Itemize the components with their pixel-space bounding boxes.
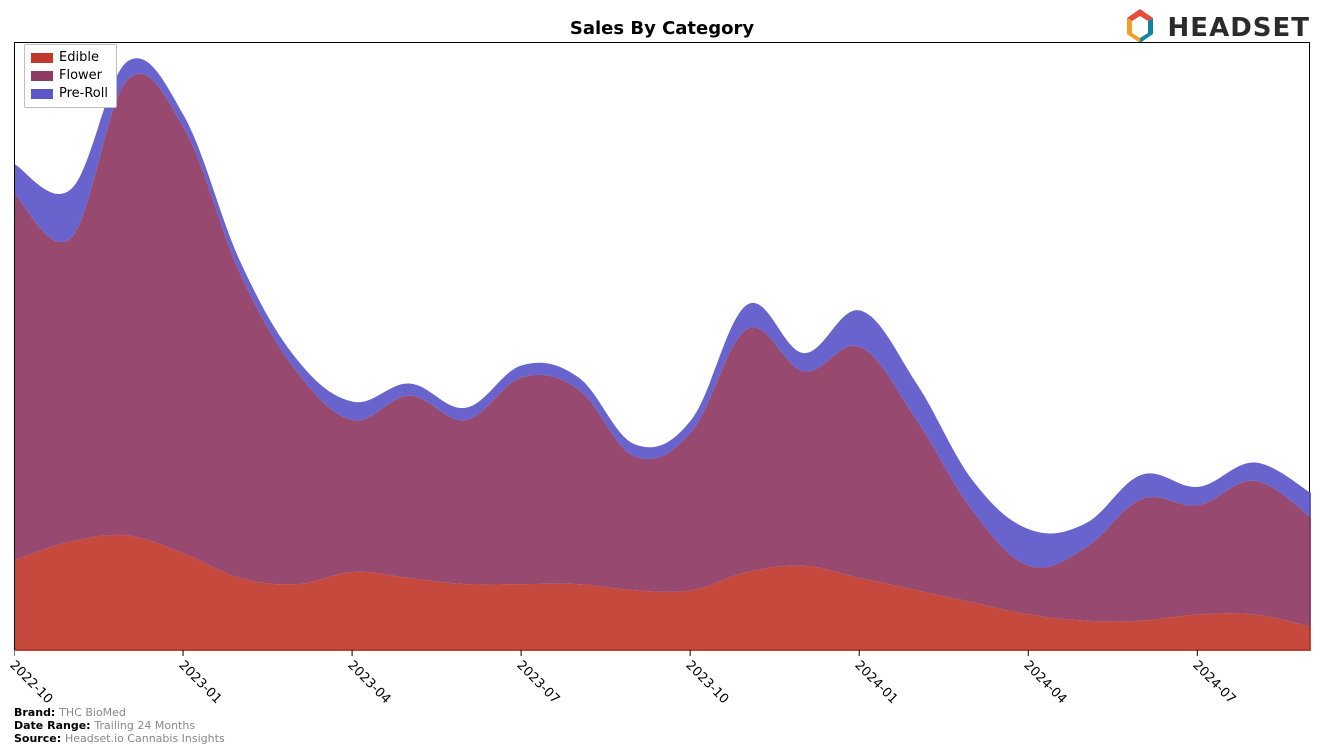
legend-item: Pre-Roll bbox=[31, 85, 108, 103]
meta-line: Brand: THC BioMed bbox=[14, 706, 225, 719]
chart-plot-area bbox=[14, 42, 1310, 650]
x-tick-label: 2023-04 bbox=[344, 658, 393, 707]
legend-label: Flower bbox=[59, 67, 102, 85]
x-tick-label: 2024-07 bbox=[1190, 658, 1239, 707]
chart-legend: Edible Flower Pre-Roll bbox=[24, 44, 117, 108]
meta-key: Source: bbox=[14, 732, 65, 744]
x-tick-label: 2023-07 bbox=[514, 658, 563, 707]
meta-value: Headset.io Cannabis Insights bbox=[65, 732, 225, 744]
legend-swatch-preroll bbox=[31, 89, 53, 99]
x-tick-label: 2024-04 bbox=[1021, 658, 1070, 707]
x-tick-label: 2023-01 bbox=[175, 658, 224, 707]
meta-key: Date Range: bbox=[14, 719, 94, 732]
area-series bbox=[15, 74, 1311, 627]
x-tick-label: 2023-10 bbox=[683, 658, 732, 707]
meta-line: Source: Headset.io Cannabis Insights bbox=[14, 732, 225, 744]
legend-item: Edible bbox=[31, 49, 108, 67]
brand-logo-text: HEADSET bbox=[1168, 13, 1310, 43]
legend-item: Flower bbox=[31, 67, 108, 85]
legend-label: Pre-Roll bbox=[59, 85, 108, 103]
area-chart-svg bbox=[15, 43, 1311, 651]
meta-value: THC BioMed bbox=[59, 706, 126, 719]
legend-swatch-flower bbox=[31, 71, 53, 81]
meta-value: Trailing 24 Months bbox=[94, 719, 195, 732]
meta-line: Date Range: Trailing 24 Months bbox=[14, 719, 225, 732]
x-tick-label: 2024-01 bbox=[852, 658, 901, 707]
x-tick-marks bbox=[14, 650, 1324, 664]
legend-label: Edible bbox=[59, 49, 99, 67]
x-tick-label: 2022-10 bbox=[6, 658, 55, 707]
chart-metadata: Brand: THC BioMedDate Range: Trailing 24… bbox=[14, 706, 225, 744]
legend-swatch-edible bbox=[31, 53, 53, 63]
meta-key: Brand: bbox=[14, 706, 59, 719]
